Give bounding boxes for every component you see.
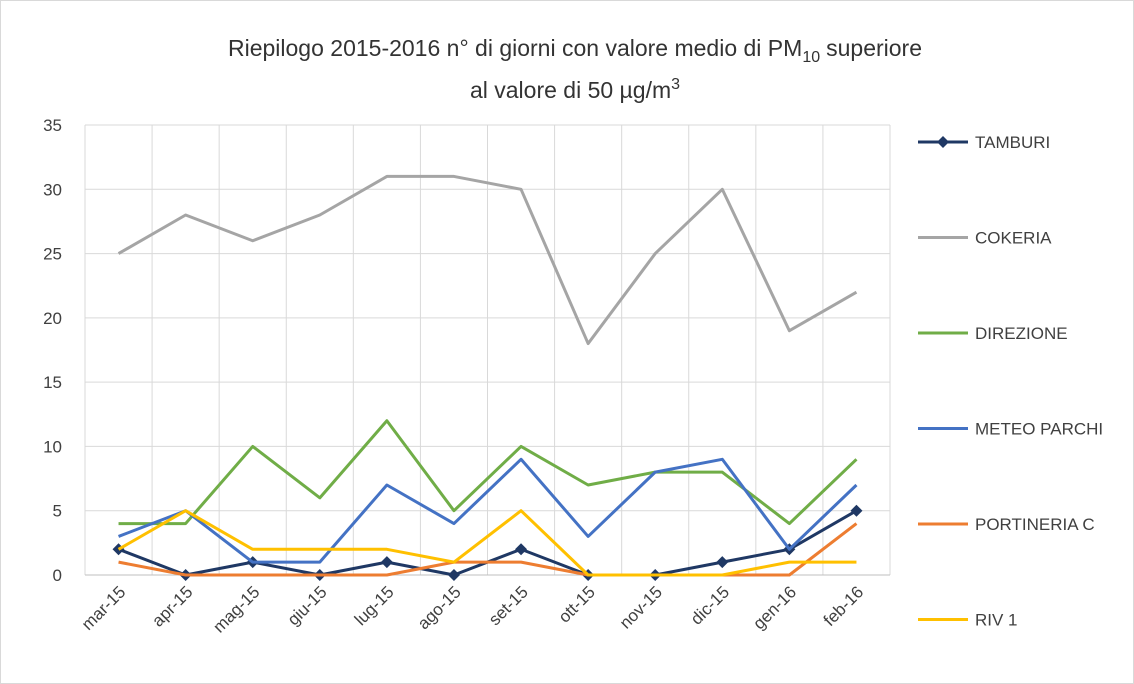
data-point	[515, 543, 528, 556]
series-line	[117, 509, 857, 577]
chart-title: Riepilogo 2015-2016 n° di giorni con val…	[228, 35, 922, 66]
y-tick-label: 20	[43, 309, 62, 328]
legend-label: DIREZIONE	[975, 324, 1068, 343]
series-line	[117, 174, 858, 346]
data-point	[716, 556, 729, 569]
title-subscript: 10	[802, 49, 820, 66]
series-line	[118, 457, 858, 564]
data-point	[380, 556, 393, 569]
legend-label: PORTINERIA C	[975, 515, 1095, 534]
title-superscript: 3	[671, 76, 680, 93]
legend-marker	[937, 136, 949, 148]
y-tick-label: 15	[43, 373, 62, 392]
data-point	[850, 504, 863, 517]
legend-label: RIV 1	[975, 611, 1018, 630]
legend-label: METEO PARCHI	[975, 420, 1103, 439]
data-point	[447, 569, 460, 581]
y-tick-label: 10	[43, 437, 62, 456]
series-line	[118, 522, 858, 577]
y-tick-label: 35	[43, 116, 62, 135]
title-text: al valore di 50 µg/m	[470, 77, 671, 103]
y-tick-label: 30	[43, 180, 62, 199]
y-tick-label: 5	[53, 502, 62, 521]
chart-title: al valore di 50 µg/m3	[470, 76, 680, 103]
series-line	[118, 419, 858, 526]
legend-label: TAMBURI	[975, 133, 1050, 152]
title-text: superiore	[826, 35, 922, 61]
legend-label: COKERIA	[975, 229, 1052, 248]
title-text: Riepilogo 2015-2016 n° di giorni con val…	[228, 35, 802, 61]
y-tick-label: 25	[43, 245, 62, 264]
y-tick-label: 0	[53, 566, 62, 585]
